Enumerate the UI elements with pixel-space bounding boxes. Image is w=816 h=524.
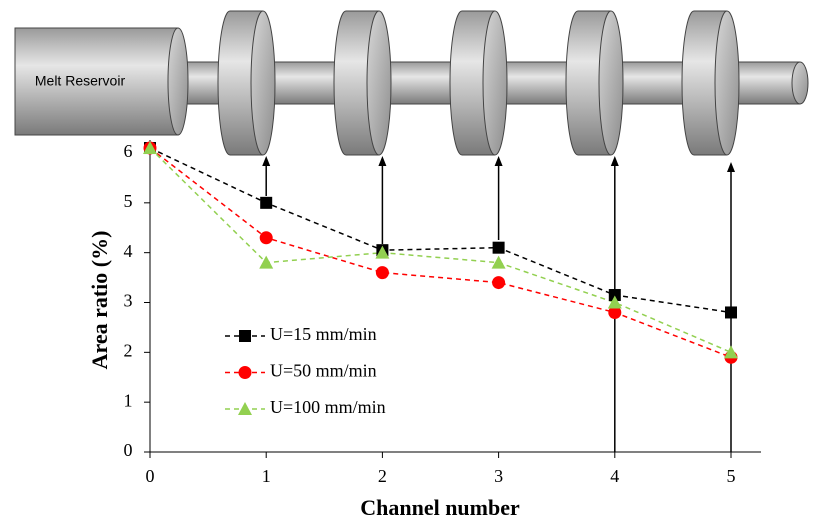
legend-marker: [239, 366, 252, 379]
x-tick-label: 4: [610, 466, 619, 486]
disc-face: [483, 11, 507, 155]
marker: [376, 266, 389, 279]
arrow-head: [495, 156, 503, 166]
marker: [260, 231, 273, 244]
y-tick-label: 0: [124, 440, 133, 460]
series-line: [150, 148, 731, 352]
x-axis-title: Channel number: [360, 495, 520, 520]
diagram: [15, 11, 808, 155]
chart: Channel number Area ratio (%) Melt Reser…: [0, 0, 816, 524]
disc-face: [367, 11, 391, 155]
disc-face: [715, 11, 739, 155]
y-tick-label: 4: [124, 241, 133, 261]
arrow-head: [378, 156, 386, 166]
y-tick-label: 6: [124, 141, 133, 161]
reservoir-label: Melt Reservoir: [35, 73, 126, 89]
x-tick-label: 0: [146, 466, 155, 486]
marker: [724, 345, 738, 358]
x-tick-label: 3: [494, 466, 503, 486]
legend-marker: [239, 330, 251, 342]
shaft: [612, 62, 692, 104]
series-line: [150, 148, 731, 312]
shaft: [380, 62, 460, 104]
x-tick-label: 2: [378, 466, 387, 486]
reservoir-face: [168, 28, 188, 135]
legend-marker: [238, 402, 252, 415]
y-tick-label: 1: [124, 390, 133, 410]
marker: [493, 242, 505, 254]
marker: [492, 276, 505, 289]
shaft-end: [792, 62, 808, 104]
y-tick-label: 2: [124, 340, 133, 360]
legend-label: U=50 mm/min: [270, 361, 377, 381]
disc-face: [599, 11, 623, 155]
disc-face: [251, 11, 275, 155]
arrow-head: [611, 156, 619, 166]
arrow-head: [262, 156, 270, 166]
marker: [260, 197, 272, 209]
shaft: [265, 62, 345, 104]
y-axis-title: Area ratio (%): [87, 231, 112, 370]
arrow-head: [727, 162, 735, 172]
legend-label: U=15 mm/min: [270, 324, 377, 344]
x-tick-label: 5: [727, 466, 736, 486]
y-tick-label: 5: [124, 191, 133, 211]
legend-label: U=100 mm/min: [270, 397, 386, 417]
series-line: [150, 148, 731, 357]
x-tick-label: 1: [262, 466, 271, 486]
y-tick-label: 3: [124, 291, 133, 311]
marker: [725, 306, 737, 318]
